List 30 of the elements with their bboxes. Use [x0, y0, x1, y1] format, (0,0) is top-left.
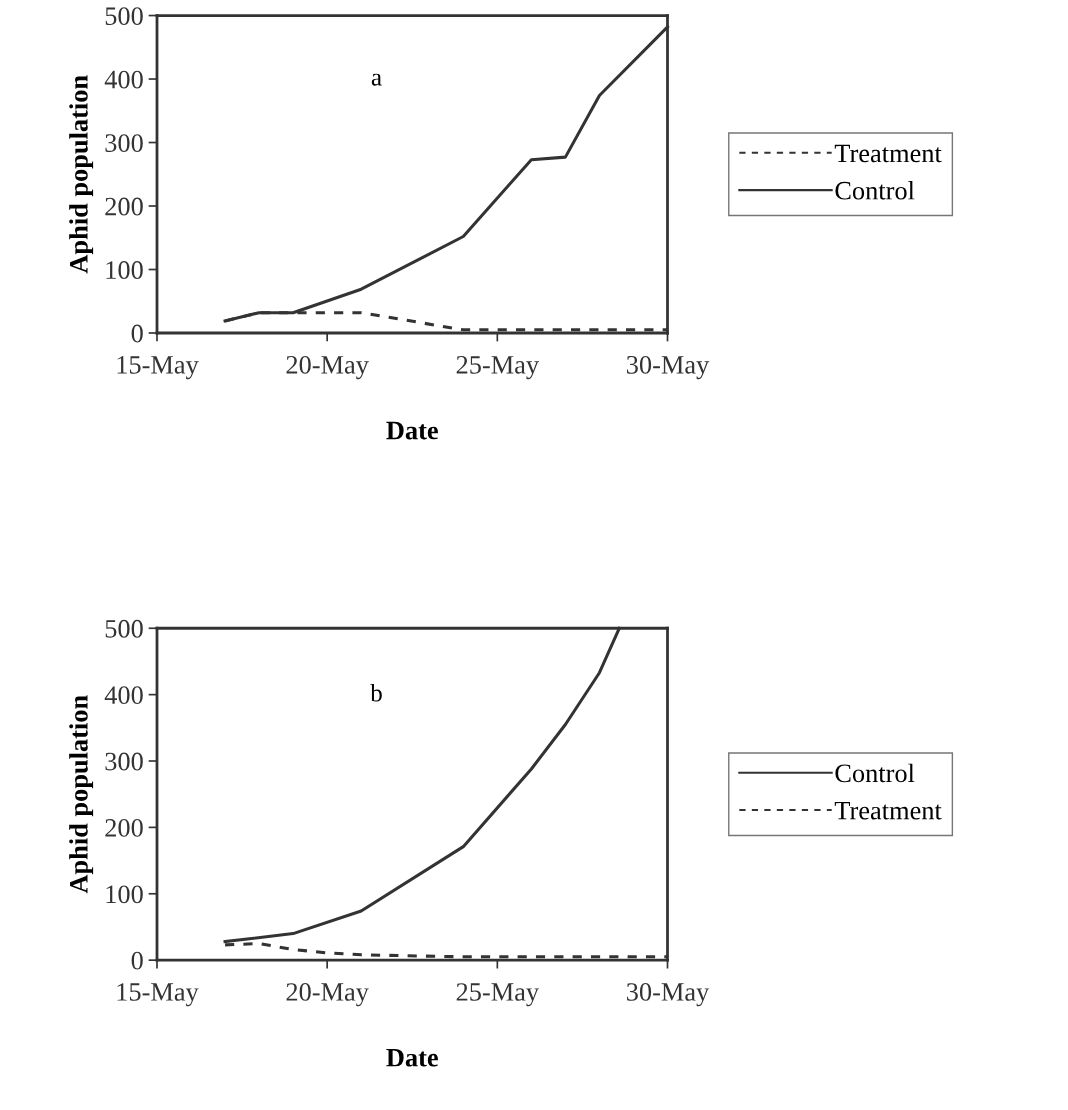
y-axis-title: Aphid population: [69, 75, 94, 274]
y-tick-label: 0: [131, 324, 143, 343]
x-tick-label: 15-May: [117, 356, 199, 380]
annotation: a: [371, 73, 382, 86]
x-axis-title: Date: [386, 421, 438, 440]
x-tick-label: 20-May: [286, 355, 369, 380]
legend-label: Control: [835, 763, 915, 783]
y-tick-label: 400: [104, 686, 143, 705]
x-tick-label: 25-May: [456, 355, 539, 380]
legend-label: Treatment: [834, 801, 942, 820]
y-tick-label: 100: [106, 885, 143, 904]
x-tick-label: 25-May: [456, 983, 539, 1007]
legend-label: Treatment: [834, 144, 942, 163]
legend-label: Control: [835, 181, 915, 200]
y-tick-label: 100: [106, 261, 143, 279]
y-tick-label: 300: [105, 752, 143, 771]
x-tick-label: 15-May: [117, 983, 199, 1007]
annotation: b: [370, 683, 382, 702]
y-tick-label: 0: [131, 951, 143, 970]
y-tick-label: 200: [105, 197, 143, 216]
y-tick-label: 300: [105, 134, 143, 152]
x-axis-title: Date: [386, 1049, 438, 1067]
x-tick-label: 30-May: [626, 983, 710, 1007]
x-tick-label: 20-May: [286, 983, 369, 1007]
y-tick-label: 400: [104, 70, 143, 89]
y-tick-label: 200: [105, 819, 143, 837]
y-tick-label: 500: [105, 7, 143, 25]
y-tick-label: 500: [105, 619, 143, 638]
x-tick-label: 30-May: [626, 355, 710, 380]
y-axis-title: Aphid population: [69, 695, 94, 894]
